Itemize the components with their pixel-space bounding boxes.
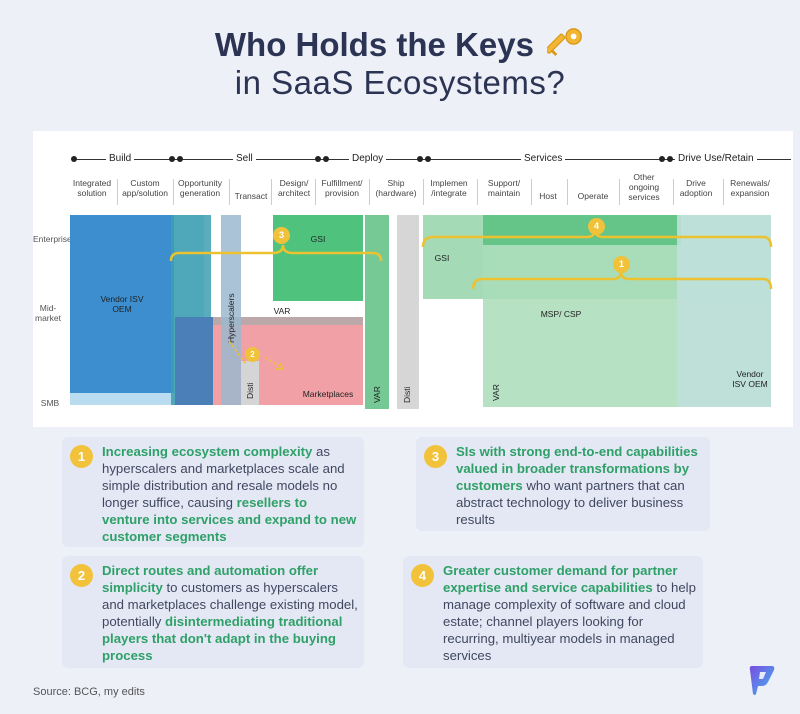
row-smb: SMB — [40, 398, 60, 408]
badge-1: 1 — [613, 256, 630, 273]
label-gsi-right: GSI — [434, 253, 450, 263]
row-enterprise: Enterprise — [33, 234, 72, 244]
insight-card-1: 1 Increasing ecosystem complexity as hyp… — [62, 437, 364, 547]
ecosystem-diagram: Build Sell Deploy Services Drive Use/Ret… — [33, 131, 793, 427]
page-title: Who Holds the Keys in SaaS Ecosystems? — [0, 26, 800, 102]
phase-services: Services — [521, 153, 566, 164]
insight-text-3: SIs with strong end-to-end capabilities … — [456, 443, 704, 528]
col-separator — [567, 179, 568, 205]
phase-axis-line — [73, 159, 791, 160]
insight-2-part-2: to customers as hyperscalers and marketp… — [102, 580, 358, 629]
col-integrated-solution: Integrated solution — [72, 178, 112, 198]
var-vertical-band — [365, 215, 389, 409]
phase-build: Build — [106, 153, 135, 164]
phase-dot — [425, 156, 431, 162]
vendor-block-left — [70, 215, 174, 393]
insight-4-part-1: Greater customer demand for partner expe… — [443, 563, 678, 595]
arrowhead-2 — [276, 362, 284, 370]
phase-dot — [177, 156, 183, 162]
insight-number-1: 1 — [70, 445, 93, 468]
phase-sell: Sell — [233, 153, 256, 164]
insight-text-4: Greater customer demand for partner expe… — [443, 562, 697, 664]
col-drive-adoption: Drive adoption — [679, 178, 713, 198]
brace-3 — [169, 244, 383, 262]
services-top-band — [483, 215, 681, 245]
phase-drive-use-retain: Drive Use/Retain — [675, 153, 757, 164]
row-mid-market: Mid- market — [35, 303, 61, 323]
phase-dot — [169, 156, 175, 162]
vendor-right-block — [677, 215, 771, 407]
disti-left-band — [241, 361, 259, 405]
col-separator — [271, 179, 272, 205]
insight-text-2: Direct routes and automation offer simpl… — [102, 562, 358, 664]
phase-dot — [667, 156, 673, 162]
phase-dot — [315, 156, 321, 162]
insight-2-part-1: Direct routes and automation offer simpl… — [102, 563, 319, 595]
brand-logo-icon — [749, 666, 775, 695]
hyperscalers-band — [221, 215, 241, 405]
col-separator — [477, 179, 478, 205]
col-separator — [531, 179, 532, 205]
source-note: Source: BCG, my edits — [33, 686, 145, 698]
title-line-1: Who Holds the Keys — [214, 26, 534, 63]
col-design-architect: Design/ architect — [277, 178, 311, 198]
annotation-braces — [169, 228, 773, 370]
label-var-mid: VAR — [273, 306, 291, 316]
insight-2-part-3: disintermediating traditional players th… — [102, 614, 343, 663]
phase-dot — [417, 156, 423, 162]
col-separator — [117, 179, 118, 205]
col-host: Host — [539, 191, 557, 201]
insight-number-4: 4 — [411, 564, 434, 587]
insight-1-part-1: Increasing ecosystem complexity — [102, 444, 313, 459]
phase-dot — [323, 156, 329, 162]
insight-card-4: 4 Greater customer demand for partner ex… — [403, 556, 703, 668]
col-separator — [723, 179, 724, 205]
label-gsi-left: GSI — [310, 234, 326, 244]
label-vendor-right: Vendor ISV OEM — [732, 369, 768, 389]
col-support-maintain: Support/ maintain — [487, 178, 521, 198]
vendor-lower-block — [175, 317, 213, 405]
col-separator — [423, 179, 424, 205]
col-separator — [229, 179, 230, 205]
insight-3-part-2: who want partners that can abstract tech… — [456, 478, 685, 527]
brace-1 — [471, 270, 773, 290]
col-separator — [315, 179, 316, 205]
insight-number-3: 3 — [424, 445, 447, 468]
insight-number-2: 2 — [70, 564, 93, 587]
key-icon — [547, 28, 583, 56]
badge-3: 3 — [273, 227, 290, 244]
insight-text-1: Increasing ecosystem complexity as hyper… — [102, 443, 358, 545]
phase-dot — [71, 156, 77, 162]
insight-card-3: 3 SIs with strong end-to-end capabilitie… — [416, 437, 710, 531]
col-transact: Transact — [234, 191, 268, 201]
label-marketplaces: Marketplaces — [302, 389, 354, 399]
phase-deploy: Deploy — [349, 153, 387, 164]
col-ship-hardware: Ship (hardware) — [375, 178, 417, 198]
badge-4: 4 — [588, 218, 605, 235]
col-renewals-expansion: Renewals/ expansion — [730, 178, 770, 198]
arrow-2 — [228, 340, 284, 370]
label-vendor-left: Vendor ISV OEM — [100, 294, 144, 314]
col-implement-integrate: Implemen /integrate — [430, 178, 468, 198]
title-line-2: in SaaS Ecosystems? — [234, 64, 566, 101]
col-fulfillment-provision: Fulfillment/ provision — [321, 178, 363, 198]
col-separator — [369, 179, 370, 205]
col-separator — [619, 179, 620, 205]
var-mid-band — [213, 317, 363, 325]
phase-dot — [659, 156, 665, 162]
col-operate: Operate — [577, 191, 609, 201]
insight-4-part-2: to help manage complexity of software an… — [443, 580, 696, 663]
label-msp-csp: MSP/ CSP — [540, 309, 582, 319]
col-other-ongoing-services: Other ongoing services — [628, 172, 660, 202]
insight-3-part-1: SIs with strong end-to-end capabilities … — [456, 444, 698, 493]
col-opportunity-generation: Opportunity generation — [178, 178, 222, 198]
col-separator — [173, 179, 174, 205]
disti-vertical-band — [397, 215, 419, 409]
col-separator — [673, 179, 674, 205]
badge-2: 2 — [245, 347, 260, 362]
insight-1-part-3: resellers to venture into services and e… — [102, 495, 357, 544]
insight-1-part-2: as hyperscalers and marketplaces scale a… — [102, 444, 345, 510]
col-custom-app: Custom app/solution — [122, 178, 168, 198]
insight-card-2: 2 Direct routes and automation offer sim… — [62, 556, 364, 668]
